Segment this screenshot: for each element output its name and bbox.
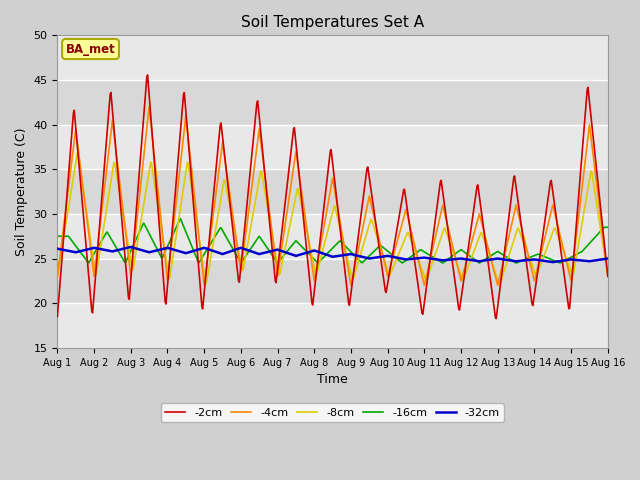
-4cm — [199, 268, 207, 274]
Line: -32cm: -32cm — [58, 247, 608, 262]
-4cm — [380, 253, 387, 259]
-2cm — [433, 207, 440, 213]
X-axis label: Time: Time — [317, 373, 348, 386]
-8cm — [433, 248, 440, 253]
-16cm — [174, 220, 182, 226]
Line: -8cm: -8cm — [58, 153, 608, 285]
-4cm — [200, 282, 208, 288]
Line: -16cm: -16cm — [58, 219, 608, 263]
-4cm — [555, 228, 563, 233]
Text: BA_met: BA_met — [66, 43, 115, 56]
-32cm — [175, 248, 183, 254]
-32cm — [325, 252, 333, 258]
Bar — [58, 125, 608, 169]
-8cm — [555, 236, 563, 241]
-2cm — [199, 306, 207, 312]
-32cm — [555, 258, 563, 264]
-8cm — [604, 274, 612, 279]
-8cm — [199, 260, 207, 265]
-32cm — [54, 246, 61, 252]
-8cm — [175, 215, 183, 220]
-16cm — [237, 260, 244, 266]
Bar — [58, 303, 608, 348]
-8cm — [74, 150, 81, 156]
-2cm — [54, 314, 61, 320]
Bar — [58, 169, 608, 214]
-2cm — [175, 146, 183, 152]
-4cm — [326, 192, 333, 198]
-32cm — [433, 256, 440, 262]
-4cm — [54, 274, 61, 279]
-8cm — [325, 224, 333, 230]
-4cm — [145, 104, 153, 109]
-32cm — [378, 254, 386, 260]
-32cm — [199, 245, 207, 251]
-8cm — [378, 251, 386, 256]
-4cm — [433, 226, 441, 231]
-2cm — [325, 161, 333, 167]
Line: -4cm: -4cm — [58, 107, 608, 285]
-2cm — [555, 233, 563, 239]
Title: Soil Temperatures Set A: Soil Temperatures Set A — [241, 15, 424, 30]
-32cm — [604, 256, 612, 262]
-16cm — [604, 225, 612, 230]
-2cm — [604, 274, 612, 279]
-8cm — [54, 274, 61, 279]
-32cm — [127, 244, 134, 250]
Y-axis label: Soil Temperature (C): Soil Temperature (C) — [15, 127, 28, 256]
-16cm — [380, 244, 387, 250]
-4cm — [604, 274, 612, 279]
Bar — [58, 259, 608, 303]
Bar — [58, 36, 608, 80]
Legend: -2cm, -4cm, -8cm, -16cm, -32cm: -2cm, -4cm, -8cm, -16cm, -32cm — [161, 403, 504, 422]
-2cm — [492, 316, 500, 322]
-16cm — [326, 248, 333, 254]
Line: -2cm: -2cm — [58, 75, 608, 319]
-16cm — [433, 257, 441, 263]
-32cm — [549, 259, 557, 265]
Bar — [58, 214, 608, 259]
-16cm — [199, 253, 207, 259]
-8cm — [495, 282, 503, 288]
-4cm — [175, 175, 183, 180]
-2cm — [144, 72, 152, 78]
-16cm — [177, 216, 184, 222]
Bar — [58, 80, 608, 125]
-2cm — [378, 266, 386, 272]
-16cm — [54, 233, 61, 239]
-16cm — [555, 260, 563, 265]
